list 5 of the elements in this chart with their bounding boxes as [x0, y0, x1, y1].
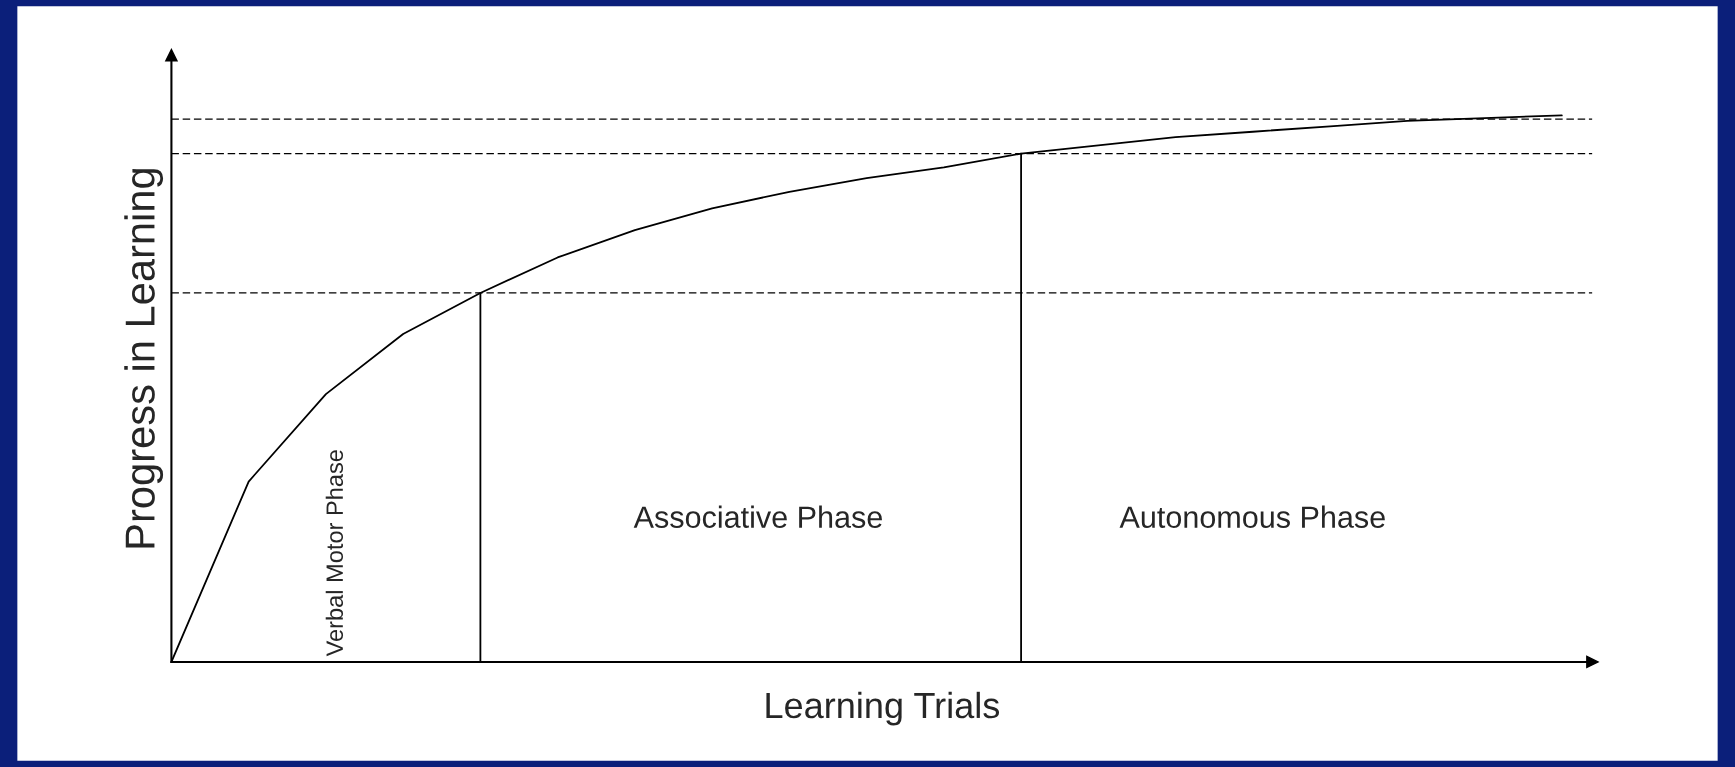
x-axis-title: Learning Trials: [766, 691, 1000, 726]
annotation: Autonomous Phase: [1119, 505, 1385, 529]
annotation: Verbal Motor Phase: [325, 450, 344, 657]
y-axis-title: Progress in Learning: [124, 169, 164, 548]
annotation: Associative Phase: [633, 505, 882, 529]
